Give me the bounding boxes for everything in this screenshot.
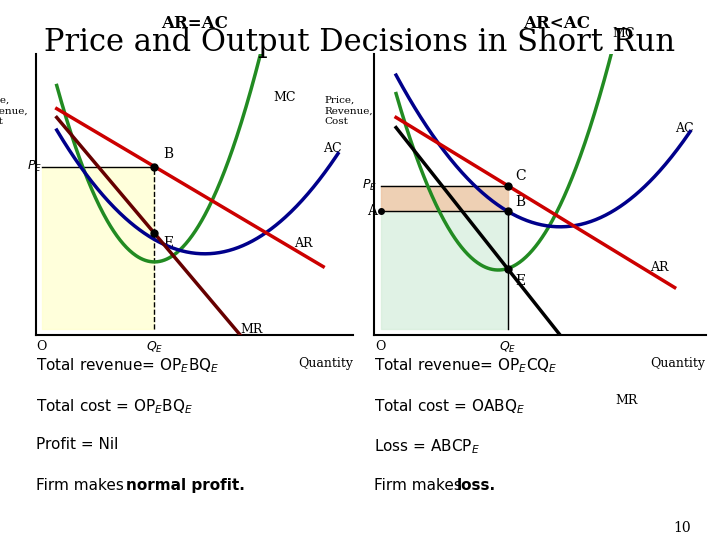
Text: AR=AC: AR=AC (161, 15, 228, 31)
Text: Price,
Revenue,
Cost: Price, Revenue, Cost (325, 96, 374, 126)
Text: A: A (367, 204, 377, 218)
Text: $Q_E$: $Q_E$ (145, 340, 163, 355)
Text: Price,
Revenue,
Cost: Price, Revenue, Cost (0, 96, 27, 126)
Text: Loss = ABCP$_E$: Loss = ABCP$_E$ (374, 437, 480, 456)
Text: $P_E$: $P_E$ (27, 159, 42, 174)
Text: MC: MC (613, 27, 635, 40)
Text: 10: 10 (674, 521, 691, 535)
Text: Firm makes: Firm makes (36, 478, 129, 493)
Text: Firm makes: Firm makes (374, 478, 467, 493)
Text: Total cost = OABQ$_E$: Total cost = OABQ$_E$ (374, 397, 526, 416)
Text: Quantity: Quantity (298, 357, 353, 370)
Text: O: O (37, 340, 47, 353)
Text: E: E (516, 274, 526, 288)
Text: AR: AR (294, 237, 312, 250)
Text: Total cost = OP$_E$BQ$_E$: Total cost = OP$_E$BQ$_E$ (36, 397, 193, 416)
Text: Price and Output Decisions in Short Run: Price and Output Decisions in Short Run (45, 27, 675, 58)
Text: O: O (375, 340, 386, 353)
Text: $Q_E$: $Q_E$ (499, 340, 516, 355)
Text: Quantity: Quantity (651, 357, 706, 370)
Text: Total revenue= OP$_E$CQ$_E$: Total revenue= OP$_E$CQ$_E$ (374, 356, 558, 375)
Text: MR: MR (240, 323, 263, 336)
Text: C: C (516, 169, 526, 183)
Text: MR: MR (616, 394, 638, 407)
Text: B: B (516, 194, 526, 208)
Text: $P_E$: $P_E$ (362, 178, 377, 193)
Text: normal profit.: normal profit. (126, 478, 245, 493)
Text: AC: AC (675, 123, 693, 136)
Text: AR<AC: AR<AC (523, 15, 590, 31)
Text: Total revenue= OP$_E$BQ$_E$: Total revenue= OP$_E$BQ$_E$ (36, 356, 220, 375)
Text: AC: AC (323, 141, 342, 154)
Text: B: B (163, 147, 174, 161)
Text: Profit = Nil: Profit = Nil (36, 437, 118, 453)
Text: MC: MC (273, 91, 295, 104)
Text: AR: AR (650, 260, 668, 274)
Text: E: E (163, 236, 174, 250)
Text: loss.: loss. (457, 478, 496, 493)
